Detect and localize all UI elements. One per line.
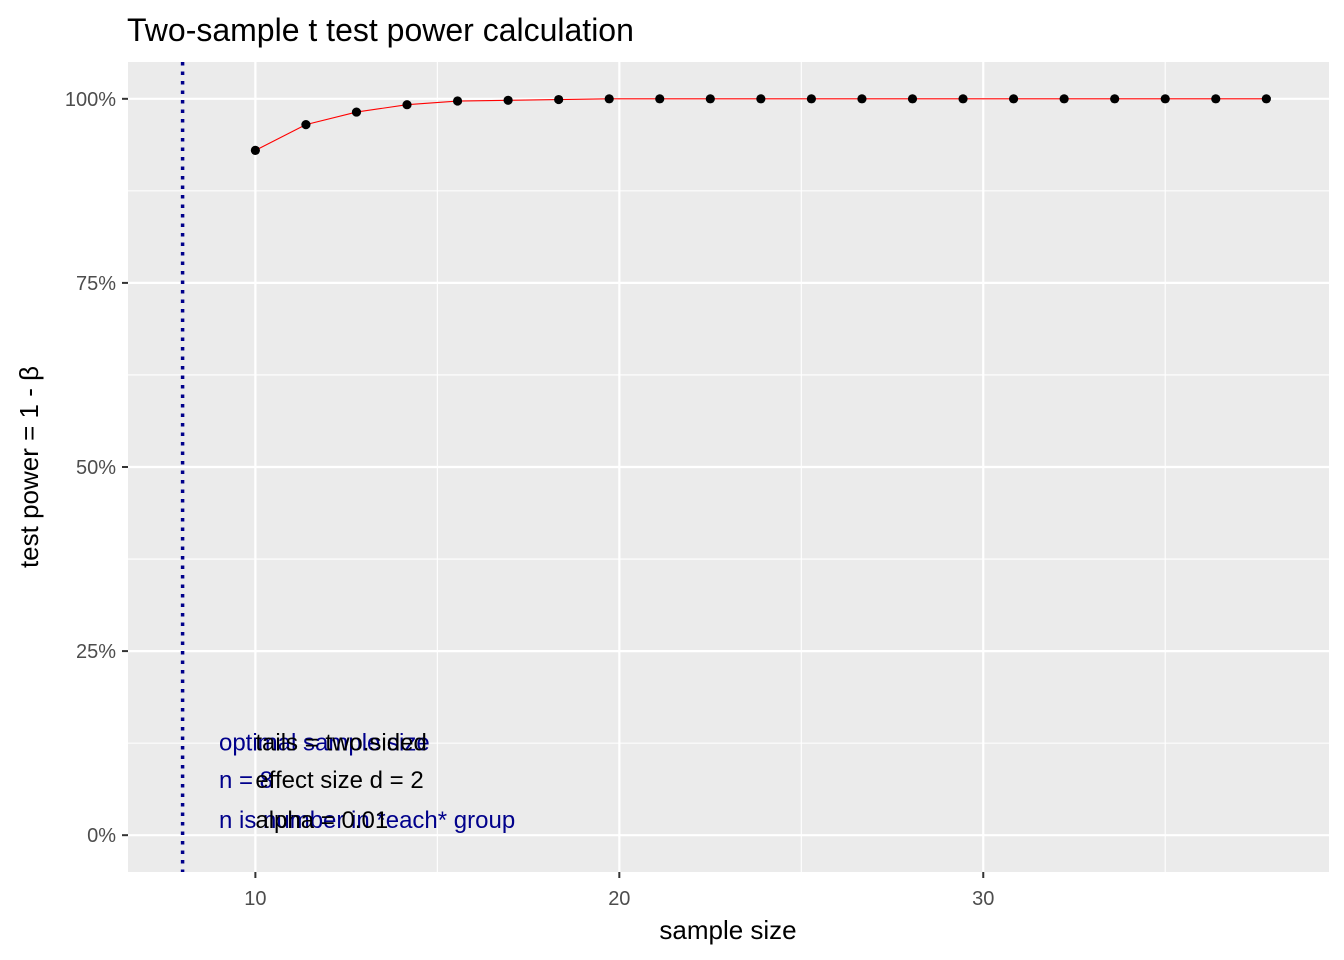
data-point bbox=[857, 94, 867, 104]
y-tick-label: 50% bbox=[76, 457, 116, 479]
data-point bbox=[1008, 94, 1019, 104]
x-axis-title: sample size bbox=[659, 915, 796, 945]
annotation-text: n is number in *each* group bbox=[219, 807, 515, 834]
x-tick-label: 20 bbox=[608, 888, 630, 910]
data-point bbox=[1059, 94, 1069, 104]
y-tick-label: 75% bbox=[76, 273, 116, 295]
data-point bbox=[1211, 94, 1221, 104]
axis-ticks: 10 20 30 0% 25% 50% 75% 100% bbox=[65, 89, 995, 910]
data-point bbox=[604, 94, 614, 104]
chart-title: Two-sample t test power calculation bbox=[127, 12, 634, 48]
annotation-text: alpha = 0.01 bbox=[255, 807, 388, 834]
data-point bbox=[1110, 94, 1120, 104]
annotation-text: optimal sample size bbox=[219, 730, 430, 757]
annotation-layer: optimal sample size n = 8 n is number in *… bbox=[219, 730, 515, 834]
data-point bbox=[655, 94, 665, 104]
data-point bbox=[958, 94, 968, 104]
data-point bbox=[301, 119, 311, 130]
data-point bbox=[554, 94, 564, 105]
data-point bbox=[756, 94, 766, 104]
x-tick-label: 10 bbox=[244, 888, 266, 910]
y-axis-title: test power = 1 - β bbox=[14, 366, 44, 568]
data-point bbox=[907, 94, 918, 104]
series-layer bbox=[250, 94, 1271, 155]
annotation-text: effect size d = 2 bbox=[255, 767, 423, 794]
annotation-text: n = 8 bbox=[219, 767, 273, 794]
data-point bbox=[705, 94, 715, 104]
data-point bbox=[1261, 94, 1271, 104]
y-tick-label: 100% bbox=[65, 89, 116, 111]
data-point bbox=[452, 96, 463, 106]
annotation-text: tails = two.sided bbox=[255, 730, 426, 757]
data-point bbox=[402, 100, 412, 110]
data-point bbox=[351, 107, 362, 117]
y-tick-label: 25% bbox=[76, 641, 116, 663]
data-point bbox=[1160, 94, 1170, 104]
data-point bbox=[503, 95, 513, 105]
data-point bbox=[806, 94, 816, 104]
x-tick-label: 30 bbox=[972, 888, 994, 910]
data-point bbox=[250, 145, 260, 155]
y-tick-label: 0% bbox=[87, 825, 116, 847]
